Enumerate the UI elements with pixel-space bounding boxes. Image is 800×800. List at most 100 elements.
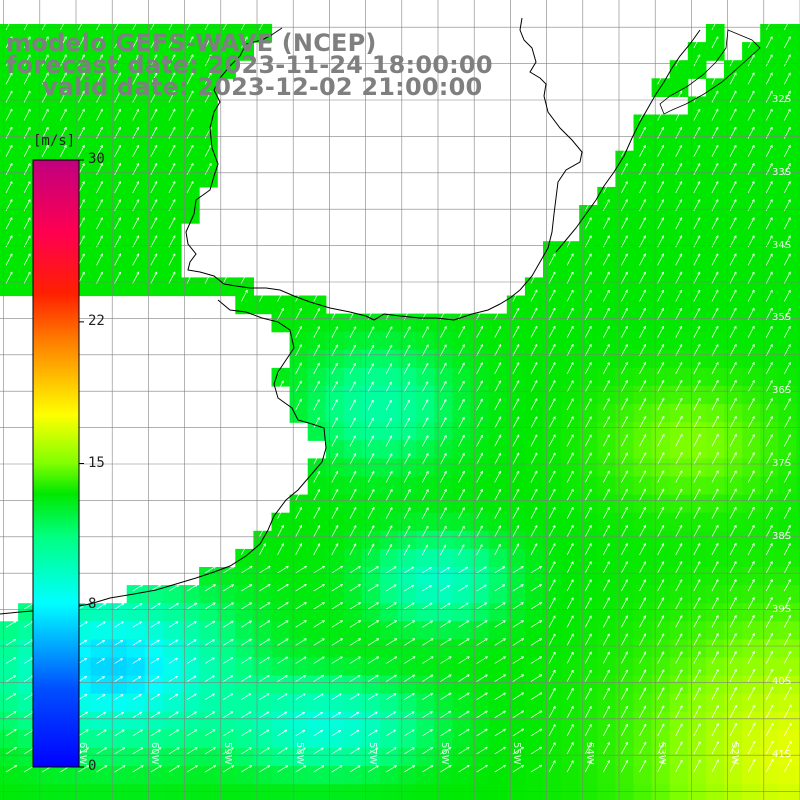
wind-cell: [687, 766, 707, 785]
wind-cell: [162, 96, 182, 116]
wind-cell: [760, 585, 779, 604]
wind-cell: [633, 693, 653, 713]
wind-cell: [452, 440, 472, 459]
wind-arrow: [621, 345, 627, 356]
wind-arrow: [331, 454, 338, 465]
wind-cell: [796, 476, 800, 496]
wind-cell: [362, 476, 381, 496]
wind-cell: [181, 585, 200, 604]
wind-cell: [742, 132, 761, 152]
wind-cell: [615, 729, 635, 749]
wind-arrow: [783, 580, 790, 592]
wind-cell: [144, 766, 164, 785]
wind-cell: [362, 766, 381, 785]
wind-cell: [760, 331, 779, 351]
wind-cell: [796, 205, 800, 224]
wind-cell: [506, 711, 526, 731]
wind-cell: [742, 657, 761, 677]
wind-arrow: [96, 91, 103, 103]
wind-cell: [705, 693, 725, 713]
wind-arrow: [566, 562, 573, 574]
wind-cell: [651, 639, 671, 659]
wind-arrow: [530, 272, 537, 284]
wind-cell: [742, 259, 761, 278]
wind-cell: [380, 331, 399, 351]
wind-cell: [561, 458, 580, 478]
wind-arrow: [711, 489, 718, 501]
wind-cell: [488, 494, 508, 514]
wind-cell: [543, 331, 562, 351]
wind-arrow: [765, 453, 772, 465]
wind-cell: [398, 458, 417, 478]
wind-arrow: [404, 585, 413, 592]
wind-arrow: [421, 472, 428, 483]
wind-arrow: [602, 272, 609, 284]
wind-cell: [380, 603, 399, 622]
wind-cell: [506, 567, 526, 586]
wind-cell: [687, 512, 707, 532]
wind-arrow: [168, 91, 175, 103]
wind-cell: [108, 24, 128, 43]
wind-cell: [217, 603, 236, 622]
wind-cell: [253, 548, 273, 568]
wind-cell: [144, 42, 164, 61]
wind-cell: [362, 748, 381, 767]
wind-cell: [108, 78, 128, 97]
wind-arrow: [150, 128, 157, 139]
wind-arrow: [693, 435, 700, 447]
wind-cell: [325, 476, 345, 496]
wind-arrow: [747, 91, 754, 103]
wind-arrow: [729, 218, 736, 230]
wind-arrow: [241, 603, 251, 610]
wind-cell: [434, 784, 454, 800]
wind-cell: [0, 186, 19, 206]
wind-arrow: [458, 527, 465, 537]
wind-cell: [778, 748, 797, 767]
wind-arrow: [313, 603, 324, 610]
wind-arrow: [331, 544, 338, 556]
wind-arrow: [584, 272, 591, 284]
wind-arrow: [657, 309, 664, 320]
wind-cell: [434, 603, 454, 622]
colorbar-tick-label: 8: [88, 596, 97, 613]
wind-cell: [524, 729, 544, 749]
wind-arrow: [313, 309, 320, 320]
wind-cell: [705, 295, 725, 315]
wind-arrow: [783, 508, 790, 519]
wind-cell: [343, 657, 363, 677]
wind-cell: [651, 621, 671, 640]
wind-cell: [253, 711, 273, 731]
wind-arrow: [385, 526, 392, 537]
wind-arrow: [41, 19, 48, 31]
longitude-label: 58W: [294, 742, 306, 765]
wind-arrow: [548, 526, 555, 537]
wind-arrow: [693, 471, 700, 483]
wind-cell: [470, 331, 490, 351]
wind-arrow: [639, 182, 646, 194]
wind-arrow: [476, 454, 483, 465]
wind-arrow: [23, 37, 30, 49]
wind-arrow: [783, 471, 790, 483]
wind-arrow: [186, 272, 193, 284]
wind-cell: [724, 639, 743, 659]
wind-cell: [778, 60, 797, 79]
wind-cell: [72, 24, 92, 43]
wind-arrow: [602, 345, 609, 356]
wind-arrow: [240, 544, 247, 556]
wind-arrow: [530, 490, 537, 501]
wind-arrow: [711, 110, 718, 121]
wind-cell: [633, 711, 653, 731]
wind-cell: [724, 168, 743, 188]
wind-cell: [199, 675, 218, 695]
wind-arrow: [566, 272, 573, 284]
wind-cell: [488, 639, 508, 659]
wind-cell: [90, 205, 110, 224]
wind-cell: [18, 114, 37, 134]
wind-arrow: [783, 182, 790, 194]
wind-arrow: [440, 345, 446, 356]
wind-arrow: [295, 363, 302, 375]
wind-cell: [217, 693, 236, 713]
wind-cell: [760, 639, 779, 659]
wind-cell: [72, 114, 92, 134]
wind-cell: [289, 585, 309, 604]
